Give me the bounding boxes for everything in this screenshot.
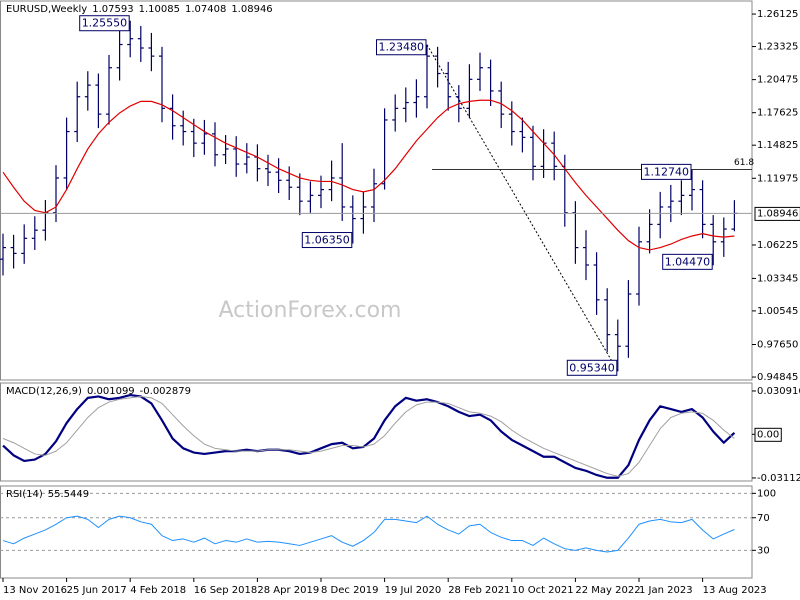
y-tick-label: 1.03345 <box>757 273 798 284</box>
label-box <box>754 427 782 442</box>
current-value-label: 0.00 <box>757 429 779 440</box>
series-line <box>2 393 736 479</box>
y-tick-label: 1.23325 <box>757 42 798 53</box>
title-value: 1.07408 <box>185 4 226 15</box>
x-tick-label: 13 Aug 2023 <box>703 585 767 596</box>
panel-frame <box>0 0 753 381</box>
x-tick-label: 28 Apr 2019 <box>257 585 319 596</box>
y-tick-label: 1.20475 <box>757 75 798 86</box>
y-tick-label: 100 <box>757 488 776 499</box>
panel-title: RSI(14) 55.5449 <box>6 489 89 500</box>
y-tick-label: 0.030916 <box>757 386 800 397</box>
title-text: RSI(14) <box>6 489 43 500</box>
x-tick-label: 19 Jul 2020 <box>385 585 442 596</box>
watermark: ActionForex.com <box>219 298 402 323</box>
x-tick-label: 16 Sep 2018 <box>194 585 257 596</box>
current-price-label: 1.08946 <box>757 208 798 219</box>
label-box <box>566 359 618 376</box>
price-annotation: 1.25550 <box>82 17 128 30</box>
y-tick-label: 1.06225 <box>757 240 798 251</box>
y-tick-label: 1.17625 <box>757 108 798 119</box>
y-tick-label: 1.11975 <box>757 173 798 184</box>
x-tick-label: 22 May 2022 <box>575 585 640 596</box>
y-tick-label: 30 <box>757 545 770 556</box>
panel-title: MACD(12,26,9) 0.001099 -0.002879 <box>6 386 191 397</box>
y-tick-label: 70 <box>757 513 770 524</box>
x-tick-label: 1 Jan 2023 <box>639 585 693 596</box>
label-box <box>754 206 800 221</box>
title-value: 1.10085 <box>139 4 180 15</box>
retracement-trend <box>426 44 619 372</box>
series-line <box>2 395 735 477</box>
price-annotation: 1.04470 <box>665 255 711 268</box>
label-box <box>301 232 353 249</box>
price-annotation: 1.23480 <box>379 41 425 54</box>
label-box <box>79 15 130 32</box>
y-tick-label: 0.97650 <box>757 339 798 350</box>
title-value: 1.07593 <box>92 4 133 15</box>
y-tick-label: 1.26125 <box>757 9 798 20</box>
label-box <box>641 163 692 180</box>
x-tick-label: 8 Dec 2019 <box>321 585 379 596</box>
price-annotation: 1.06350 <box>304 234 350 247</box>
title-value: 1.08946 <box>231 4 272 15</box>
x-tick-label: 10 Oct 2021 <box>512 585 574 596</box>
retracement-label: 61.8 <box>734 158 754 168</box>
label-box <box>376 39 427 56</box>
title-value: 0.001099 <box>87 386 135 397</box>
series-line <box>2 515 735 553</box>
x-tick-label: 13 Nov 2016 <box>3 585 67 596</box>
panel-frame <box>0 382 753 482</box>
title-text: EURUSD,Weekly <box>6 4 87 15</box>
panel-title: EURUSD,Weekly 1.07593 1.10085 1.07408 1.0894… <box>6 4 273 15</box>
y-tick-label: 0.94845 <box>757 372 798 383</box>
panel-frame <box>0 485 753 579</box>
label-box <box>662 253 713 270</box>
moving-average <box>2 99 735 251</box>
title-value: 55.5449 <box>48 489 89 500</box>
x-tick-label: 25 Jun 2017 <box>67 585 127 596</box>
y-tick-label: 1.14825 <box>757 140 798 151</box>
price-annotation: 1.12740 <box>644 165 690 178</box>
title-text: MACD(12,26,9) <box>6 386 82 397</box>
x-tick-label: 28 Feb 2021 <box>448 585 510 596</box>
x-tick-label: 4 Feb 2018 <box>130 585 186 596</box>
title-value: -0.002879 <box>140 386 191 397</box>
y-tick-label: 1.00545 <box>757 306 798 317</box>
y-tick-label: -0.031124 <box>757 473 800 484</box>
price-annotation: 0.95340 <box>569 361 615 374</box>
